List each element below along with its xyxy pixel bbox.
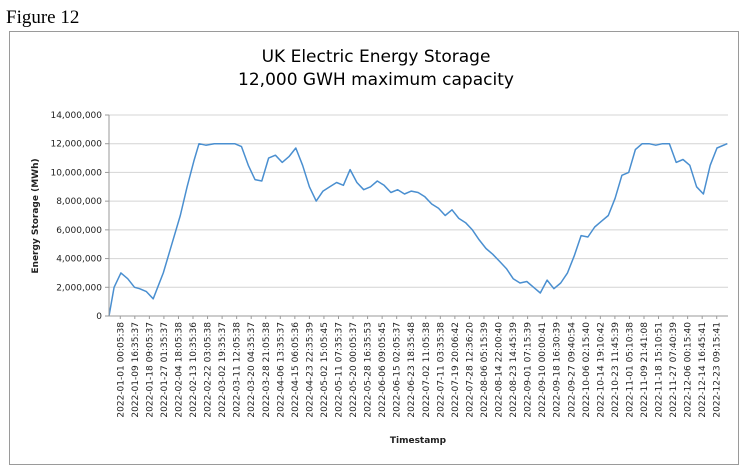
x-axis-label: Timestamp [390,436,447,446]
chart-title-line-1: UK Electric Energy Storage [262,47,491,67]
chart-title-line-2: 12,000 GWH maximum capacity [238,70,514,90]
x-axis-ticks: 2022-01-01 00:05:38 2022-01-09 16:35:37 20… [116,316,723,418]
line-chart: UK Electric Energy Storage 12,000 GWH ma… [31,47,728,446]
y-axis-label: Energy Storage (MWh) [31,158,41,273]
chart-container: UK Electric Energy Storage 12,000 GWH ma… [9,31,739,465]
y-tick-label: 14,000,000 [50,111,102,121]
x-tick-label: 2022-11-09 21:41:08 [640,322,650,418]
x-tick-label: 2022-06-23 18:35:48 [407,322,417,418]
y-tick-label: 4,000,000 [56,255,102,265]
y-tick-label: 2,000,000 [56,283,102,293]
y-tick-label: 8,000,000 [56,197,102,207]
x-tick-label: 2022-07-02 11:05:38 [422,322,432,418]
x-tick-label: 2022-03-11 12:05:38 [233,322,243,418]
x-tick-label: 2022-08-14 22:00:40 [495,322,505,418]
x-tick-label: 2022-03-28 21:05:38 [262,322,272,418]
x-tick-label: 2022-12-14 16:45:41 [698,322,708,418]
x-tick-label: 2022-01-18 09:05:37 [145,322,155,418]
x-tick-label: 2022-12-23 09:15:41 [713,322,723,418]
series-line [108,142,728,317]
x-tick-label: 2022-10-23 11:45:39 [611,322,621,418]
x-tick-label: 2022-05-11 07:35:37 [334,322,344,418]
x-tick-label: 2022-01-01 00:05:38 [116,322,126,418]
x-tick-label: 2022-05-02 15:05:45 [320,322,330,418]
x-tick-label: 2022-09-01 07:15:39 [524,322,534,418]
x-tick-label: 2022-02-04 18:05:38 [174,322,184,418]
x-tick-label: 2022-03-20 04:35:37 [247,322,257,418]
x-tick-label: 2022-02-22 03:05:38 [204,322,214,418]
x-tick-label: 2022-07-19 20:06:42 [451,322,461,418]
x-tick-label: 2022-11-01 05:10:38 [625,322,635,418]
x-tick-label: 2022-11-18 15:10:51 [655,322,665,418]
x-tick-label: 2022-09-10 00:00:41 [538,322,548,418]
x-tick-label: 2022-01-09 16:35:37 [131,322,141,418]
y-axis-ticks: 0 2,000,000 4,000,000 6,000,000 8,000,000 10,… [50,111,109,322]
y-tick-label: 6,000,000 [56,226,102,236]
x-tick-label: 2022-06-15 02:05:37 [393,322,403,418]
x-tick-label: 2022-03-02 19:35:37 [218,322,228,418]
series-layer [108,142,728,317]
y-tick-label: 0 [96,312,102,322]
x-tick-label: 2022-06-06 09:05:45 [378,322,388,418]
figure-label: Figure 12 [6,7,80,28]
y-tick-label: 10,000,000 [50,168,102,178]
x-tick-label: 2022-09-18 16:30:39 [553,322,563,418]
x-tick-label: 2022-04-15 06:05:36 [291,322,301,418]
x-tick-label: 2022-10-14 19:10:42 [596,322,606,418]
x-tick-label: 2022-07-11 03:35:38 [436,322,446,418]
x-tick-label: 2022-07-28 12:36:20 [465,322,475,418]
x-tick-label: 2022-04-23 22:35:39 [305,322,315,418]
x-tick-label: 2022-09-27 09:40:54 [567,322,577,418]
x-tick-label: 2022-02-13 10:35:36 [189,322,199,418]
x-tick-label: 2022-05-20 00:05:37 [349,322,359,418]
x-tick-label: 2022-12-06 00:15:40 [684,322,694,418]
x-tick-label: 2022-04-06 13:35:37 [276,322,286,418]
x-tick-label: 2022-08-23 14:45:39 [509,322,519,418]
x-tick-label: 2022-05-28 16:35:53 [364,322,374,418]
gridlines [109,114,728,288]
x-tick-label: 2022-01-27 01:35:37 [160,322,170,418]
x-tick-label: 2022-08-06 05:15:39 [480,322,490,418]
x-tick-label: 2022-11-27 07:40:39 [669,322,679,418]
x-tick-label: 2022-10-06 02:15:40 [582,322,592,418]
y-tick-label: 12,000,000 [50,140,102,150]
